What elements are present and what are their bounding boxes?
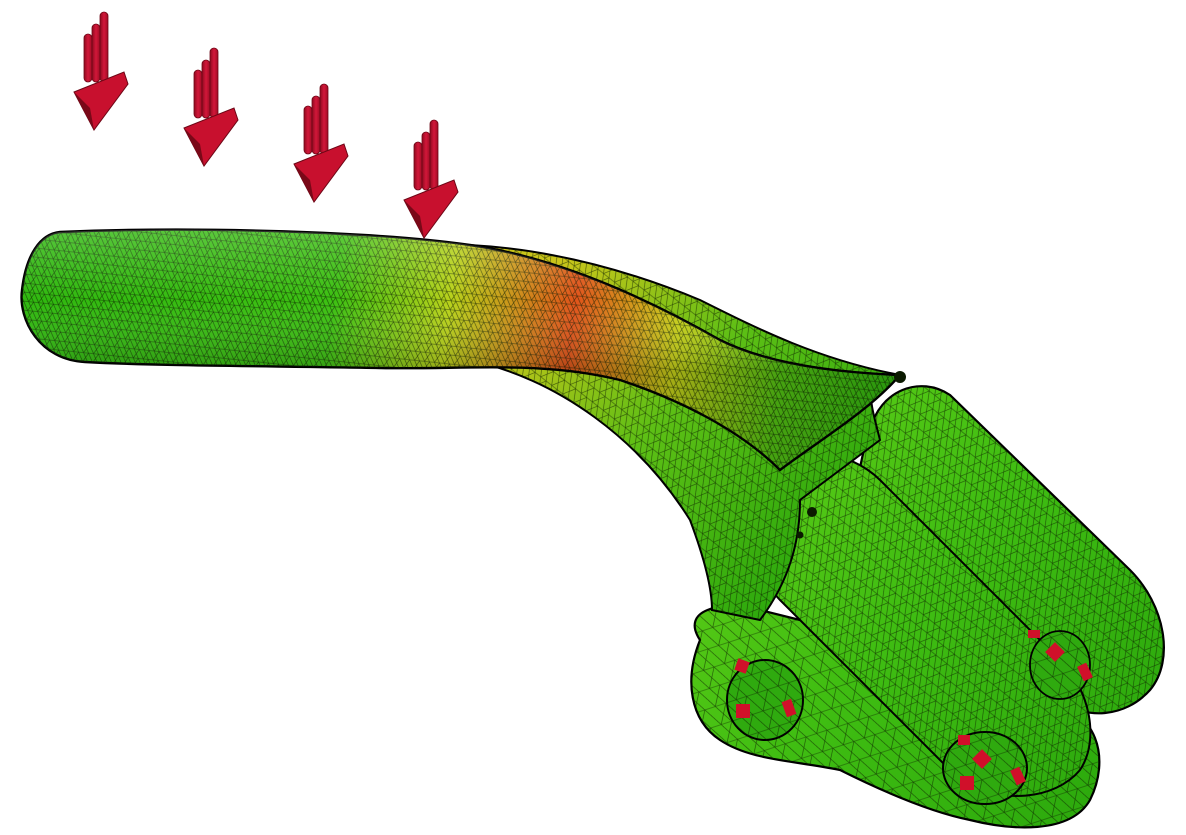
load-arrow-icon <box>403 119 459 239</box>
mounting-hole-3 <box>1029 630 1091 700</box>
arm <box>20 228 903 472</box>
part-body[interactable] <box>20 228 1165 829</box>
mounting-hole-1 <box>726 659 804 741</box>
load-arrow-icon <box>293 83 349 203</box>
load-arrows <box>73 11 459 239</box>
mesh-node <box>894 371 906 383</box>
fixed-support-icon <box>958 735 1026 790</box>
mesh-node <box>796 531 804 539</box>
load-arrow-icon <box>183 47 239 167</box>
mounting-hole-2 <box>942 731 1028 805</box>
mesh-node <box>807 507 817 517</box>
fixed-support-icon <box>1028 630 1093 682</box>
load-arrow-icon <box>73 11 129 131</box>
fixed-support-icon <box>734 658 797 718</box>
